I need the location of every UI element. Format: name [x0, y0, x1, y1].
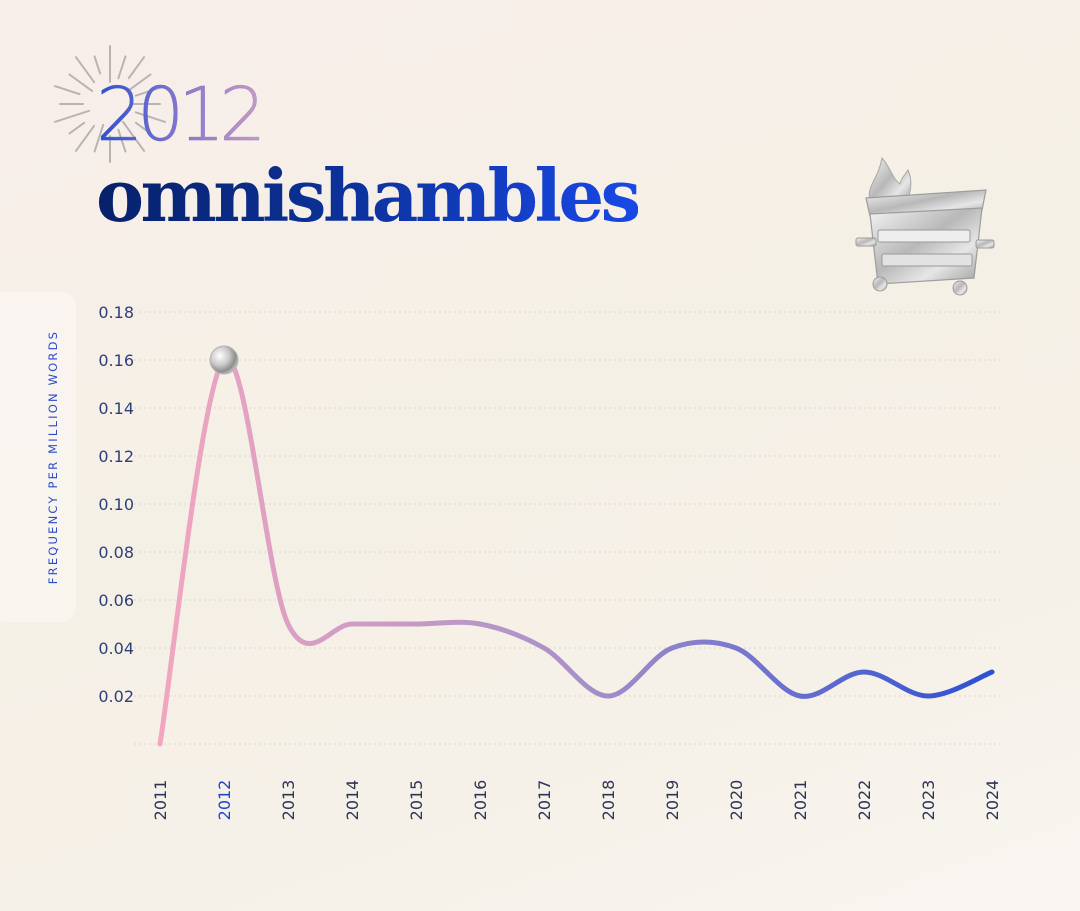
y-tick-label: 0.02 — [98, 687, 134, 706]
data-point-2019 — [670, 646, 674, 650]
grid-lines — [134, 311, 1000, 745]
x-tick-label: 2013 — [279, 780, 298, 821]
data-point-2015 — [414, 622, 418, 626]
data-point-2013 — [286, 622, 290, 626]
x-tick-label: 2014 — [343, 780, 362, 821]
x-tick-label: 2015 — [407, 780, 426, 821]
x-tick-label: 2024 — [983, 780, 1002, 821]
data-point-2023 — [926, 694, 930, 698]
data-point-2021 — [798, 694, 802, 698]
x-tick-label: 2023 — [919, 780, 938, 821]
x-tick-label: 2018 — [599, 780, 618, 821]
y-axis-ticks: 0.02 0.04 0.06 0.08 0.10 0.12 0.14 0.16 0.18 — [98, 303, 134, 706]
y-tick-label: 0.06 — [98, 591, 134, 610]
year-title: 2012 — [96, 72, 267, 158]
x-tick-label: 2021 — [791, 780, 810, 821]
data-point-2018 — [606, 694, 610, 698]
x-tick-label: 2011 — [151, 780, 170, 821]
data-point-2011 — [158, 742, 162, 746]
x-axis-ticks: 2011 2012 2013 2014 2015 2016 2017 2018 2019 2020… — [151, 780, 1002, 821]
x-tick-label: 2022 — [855, 780, 874, 821]
x-tick-label: 2012 — [215, 780, 234, 821]
y-axis-label-card — [0, 292, 76, 622]
x-tick-label: 2016 — [471, 780, 490, 821]
series-line — [157, 356, 995, 747]
firework-burst-icon — [53, 45, 167, 163]
y-tick-label: 0.10 — [98, 495, 134, 514]
data-point-2017 — [542, 646, 546, 650]
x-tick-label: 2017 — [535, 780, 554, 821]
data-point-2024 — [990, 670, 994, 674]
y-tick-label: 0.04 — [98, 639, 134, 658]
data-point-2022 — [862, 670, 866, 674]
y-tick-label: 0.08 — [98, 543, 134, 562]
dumpster-fire-icon — [855, 156, 995, 296]
x-tick-label: 2019 — [663, 780, 682, 821]
word-title: omnishambles — [96, 153, 641, 238]
highlight-marker-icon — [209, 345, 239, 375]
x-tick-label: 2020 — [727, 780, 746, 821]
y-tick-label: 0.18 — [98, 303, 134, 322]
y-tick-label: 0.16 — [98, 351, 134, 370]
y-tick-label: 0.14 — [98, 399, 134, 418]
data-point-2016 — [478, 622, 482, 626]
y-tick-label: 0.12 — [98, 447, 134, 466]
data-point-2020 — [734, 646, 738, 650]
data-point-2014 — [350, 622, 354, 626]
